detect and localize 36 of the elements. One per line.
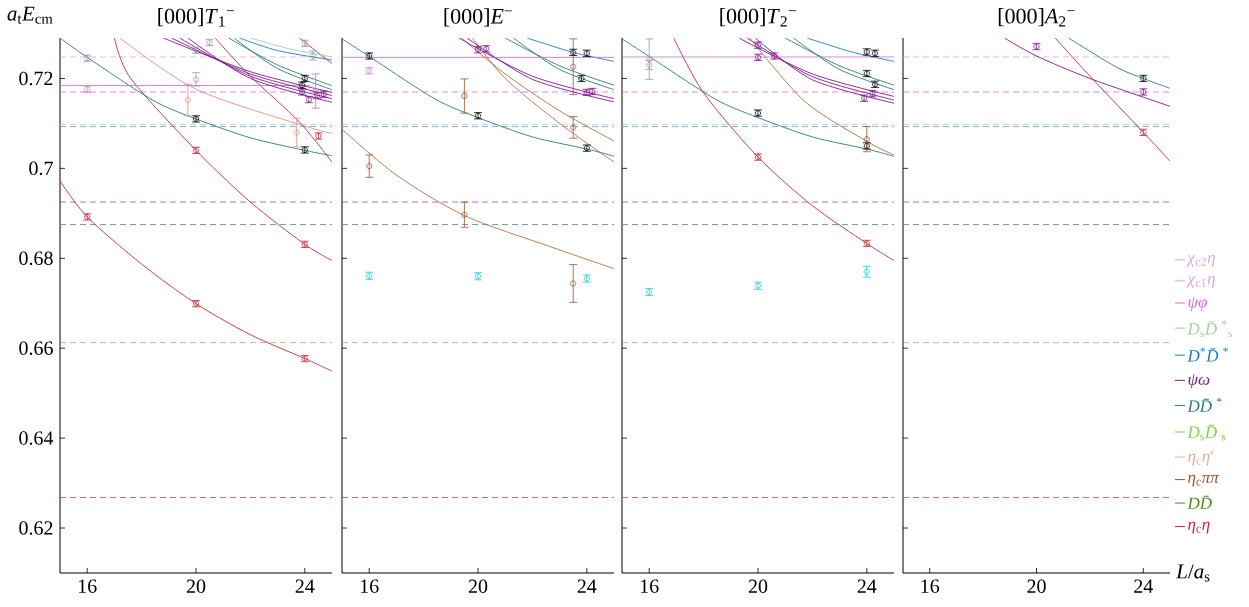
x-tick-label: 16 (640, 579, 659, 593)
y-tick-label: 0.62 (19, 521, 53, 535)
x-tick-label: 16 (360, 579, 379, 593)
legend-label: D$_{s}$D̄$_{s}$ (1187, 424, 1226, 441)
legend-label: χ$_{c2}$η (1186, 255, 1215, 267)
legend-label: DD̄ (1187, 495, 1212, 509)
x-tick-label: 16 (921, 579, 940, 593)
y-tick-label: 0.66 (19, 341, 53, 355)
x-tick-label: 20 (1027, 579, 1046, 594)
y-tick-label: 0.64 (19, 431, 54, 445)
x-tick-label: 24 (857, 579, 877, 593)
legend-label: DD̄$^{*}$ (1187, 397, 1222, 412)
chart-title: [000]A$_{2}$− (998, 8, 1075, 27)
legend-label: D$_{s}$D̄$^{*}$s (1187, 320, 1232, 338)
legend-label: η$_{c}$ππ (1188, 474, 1220, 487)
chart-title: [000]T$_{1}$− (158, 8, 235, 27)
x-tick-label: 24 (1134, 579, 1153, 593)
x-tick-label: 20 (748, 579, 768, 594)
x-tick-label: 20 (186, 579, 206, 594)
legend-label: χ$_{c1}$η (1186, 276, 1215, 288)
y-tick-label: 0.72 (19, 71, 53, 86)
legend-label: ψφ (1188, 297, 1207, 311)
y-axis-title: a$_{t}$E$_{cm}$ (7, 6, 53, 24)
x-tick-label: 24 (577, 579, 597, 593)
x-axis-title: L/a$_{s}$ (1175, 564, 1210, 582)
x-tick-label: 24 (295, 579, 315, 593)
legend-label: D$^{*}$D̄$^{*}$ (1187, 347, 1229, 362)
x-tick-label: 16 (78, 579, 97, 593)
x-tick-label: 20 (468, 579, 488, 594)
legend-label: ψω (1188, 374, 1210, 389)
chart-title: [000]E$^{−}$ (444, 8, 512, 27)
chart-title: [000]T$_{2}$− (720, 8, 797, 27)
y-tick-label: 0.68 (19, 251, 53, 266)
legend-label: η$_{c}$η′ (1188, 450, 1214, 466)
y-tick-label: 0.7 (29, 161, 53, 176)
legend-label: η$_{c}$η (1188, 521, 1210, 534)
